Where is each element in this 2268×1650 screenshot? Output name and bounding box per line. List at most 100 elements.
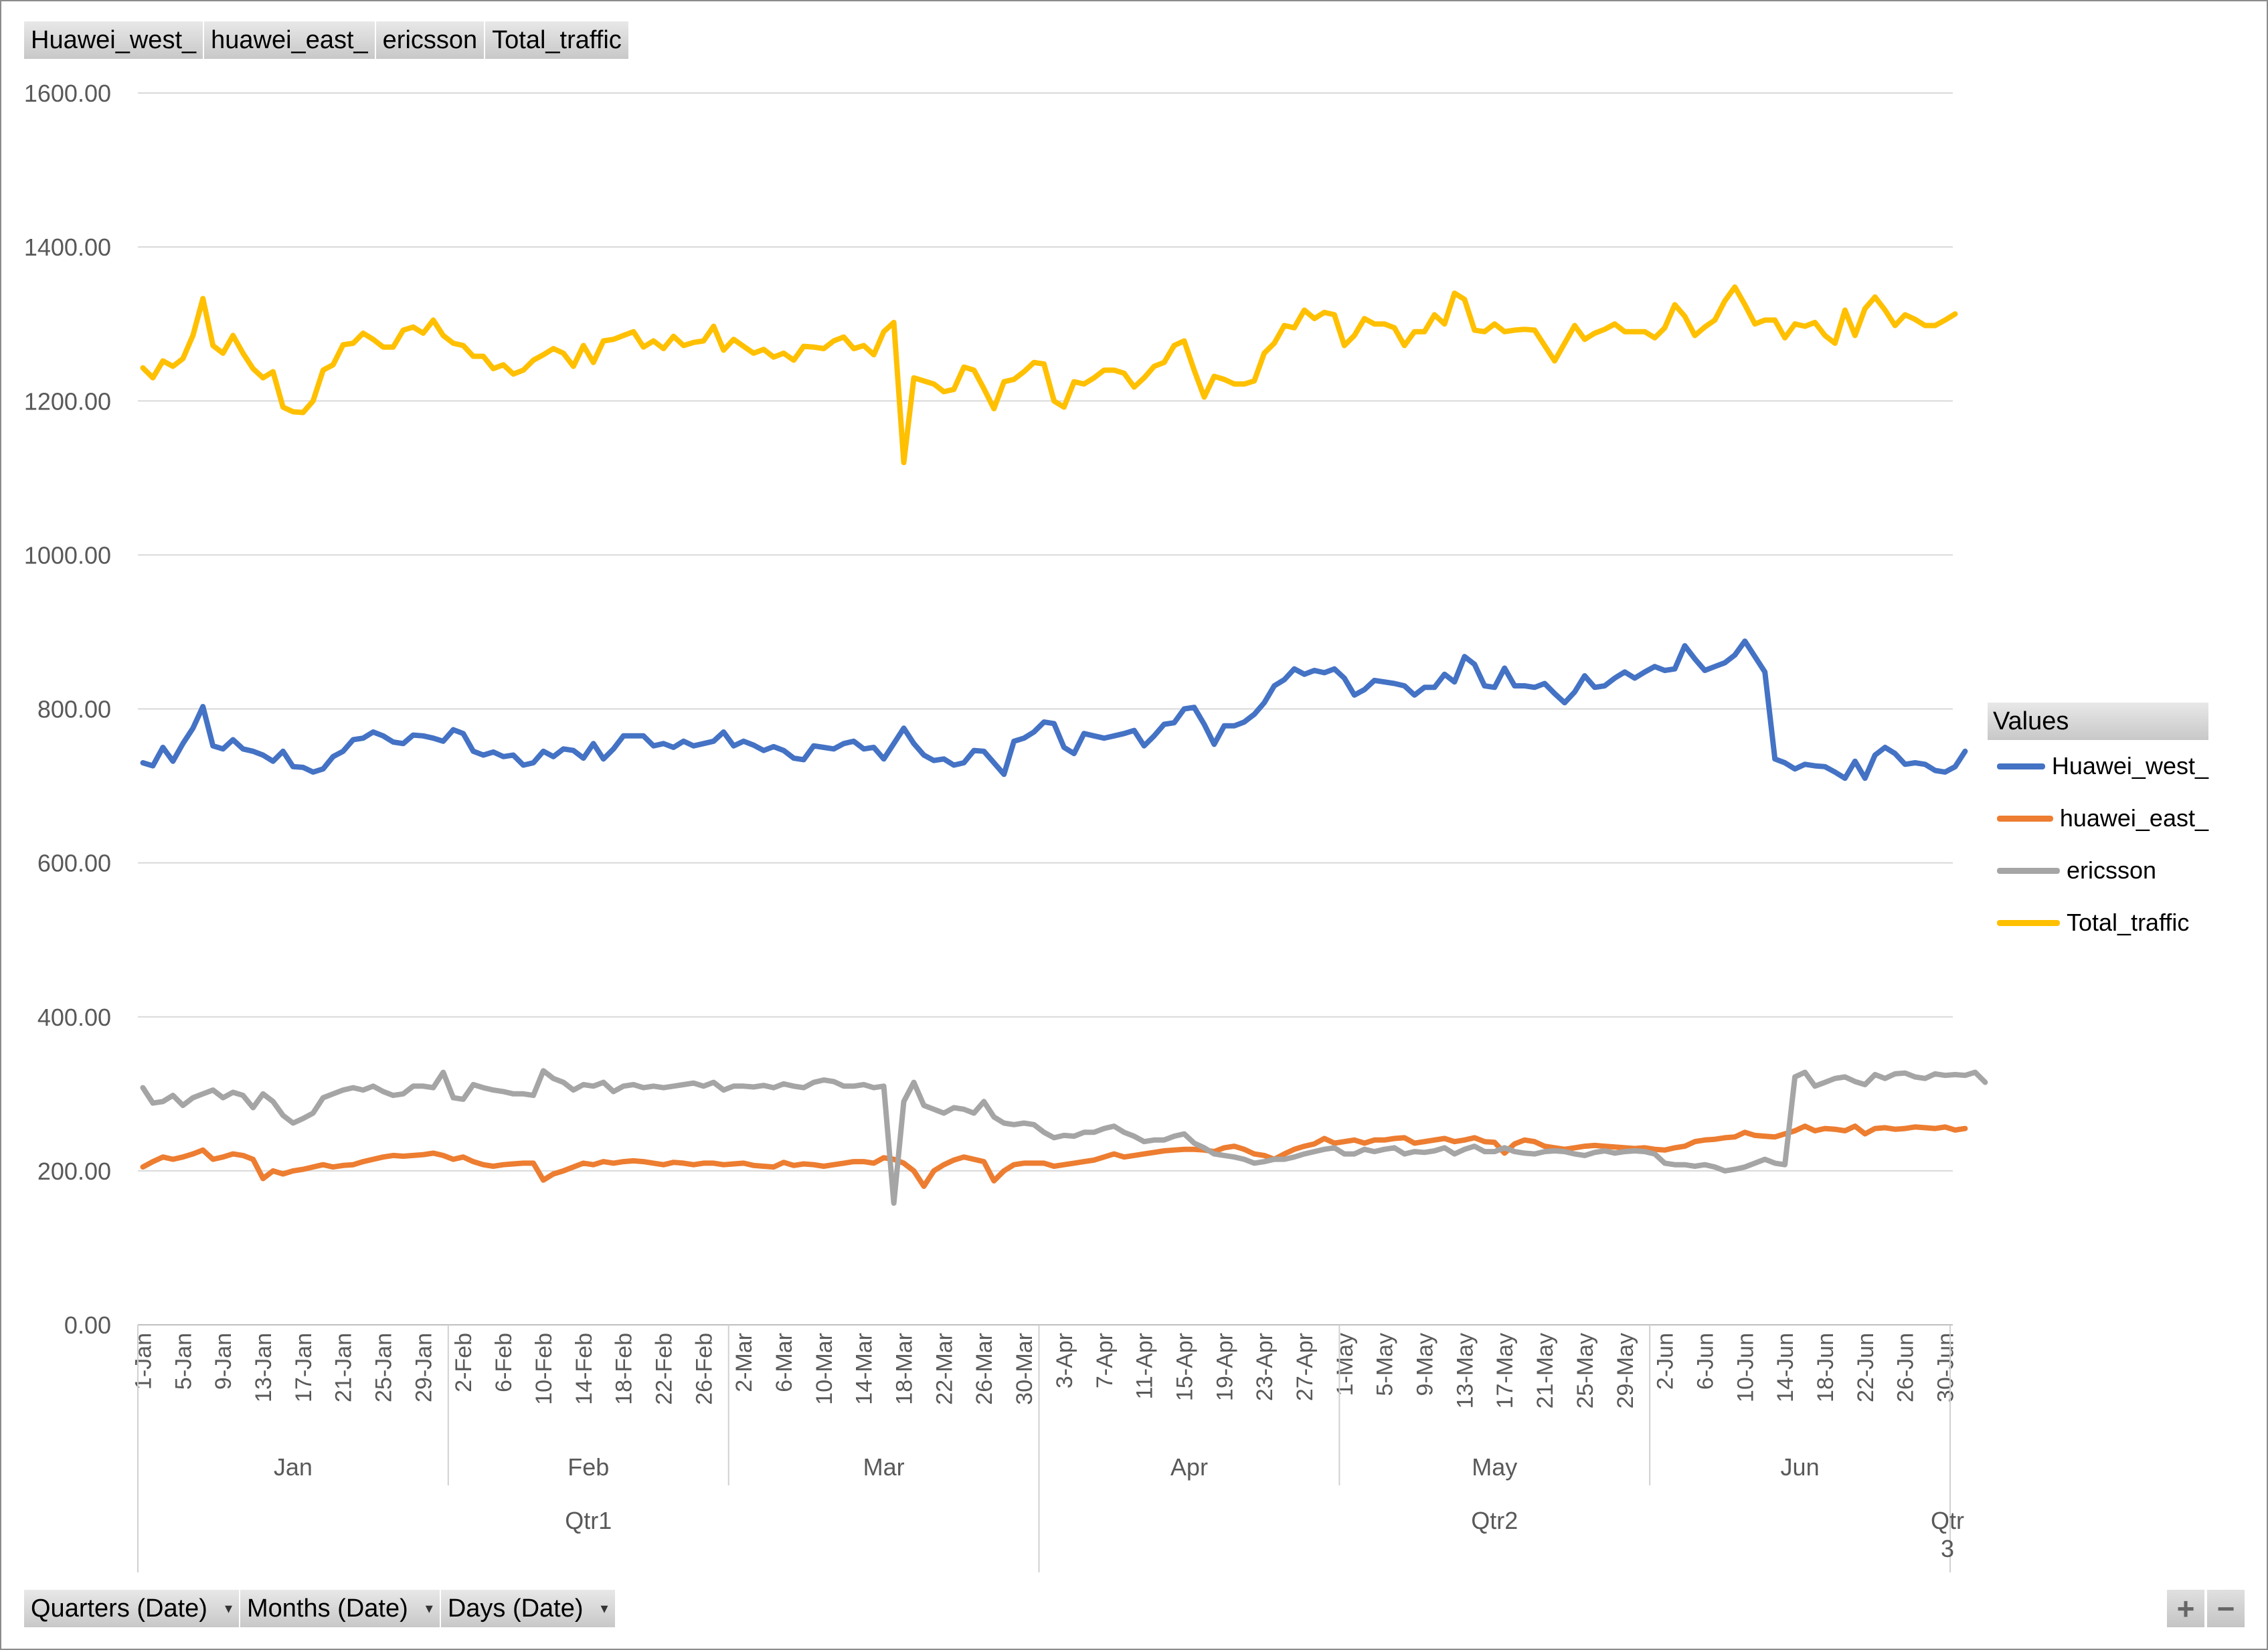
day-tick-label: 6-Mar bbox=[772, 1333, 797, 1392]
day-tick-label: 19-Apr bbox=[1212, 1333, 1237, 1401]
series-lines bbox=[140, 284, 1988, 1206]
months-field-button[interactable]: Months (Date) ▾ bbox=[240, 1590, 441, 1627]
axis-field-bar: Quarters (Date) ▾ Months (Date) ▾ Days (… bbox=[24, 1590, 616, 1627]
field-button-huawei-west[interactable]: Huawei_west_ bbox=[24, 21, 205, 59]
legend-swatch bbox=[1997, 919, 2060, 926]
field-button-huawei-east[interactable]: huawei_east_ bbox=[204, 21, 376, 59]
legend-label: huawei_east_ bbox=[2059, 804, 2208, 832]
chevron-down-icon[interactable]: ▾ bbox=[600, 1600, 608, 1617]
day-tick-label: 21-May bbox=[1533, 1333, 1558, 1408]
months-field-label: Months (Date) bbox=[247, 1594, 408, 1623]
legend-item: ericsson bbox=[1988, 844, 2208, 897]
day-tick-label: 10-Jun bbox=[1733, 1333, 1758, 1402]
legend-item: Huawei_west_ bbox=[1988, 740, 2208, 792]
day-tick-label: 22-Jun bbox=[1853, 1333, 1879, 1402]
day-tick-label: 10-Feb bbox=[531, 1333, 557, 1405]
day-tick-label: 23-Apr bbox=[1252, 1333, 1278, 1401]
y-tick-label: 800.00 bbox=[37, 696, 111, 723]
day-tick-label: 1-Jan bbox=[130, 1333, 156, 1390]
day-tick-label: 7-Apr bbox=[1092, 1333, 1118, 1388]
day-tick-label: 27-Apr bbox=[1292, 1333, 1318, 1401]
day-tick-label: 30-Jun bbox=[1933, 1333, 1959, 1402]
legend-label: Huawei_west_ bbox=[2051, 752, 2208, 780]
legend-swatch bbox=[1997, 815, 2053, 822]
day-tick-label: 18-Feb bbox=[612, 1333, 637, 1405]
days-field-button[interactable]: Days (Date) ▾ bbox=[440, 1590, 616, 1627]
series-line-total-traffic bbox=[140, 284, 1958, 466]
y-tick-label: 400.00 bbox=[37, 1004, 111, 1031]
day-tick-label: 9-Jan bbox=[211, 1333, 236, 1390]
month-label: Jun bbox=[1781, 1453, 1820, 1481]
month-label: Mar bbox=[863, 1453, 905, 1481]
day-tick-label: 30-Mar bbox=[1012, 1333, 1037, 1405]
quarter-label: Qtr2 bbox=[1471, 1507, 1518, 1534]
month-label: Feb bbox=[568, 1453, 609, 1481]
day-tick-label: 6-Feb bbox=[491, 1333, 517, 1392]
chevron-down-icon[interactable]: ▾ bbox=[224, 1600, 233, 1617]
day-tick-label: 15-Apr bbox=[1172, 1333, 1197, 1401]
month-label: Jan bbox=[274, 1453, 313, 1481]
day-tick-label: 26-Feb bbox=[691, 1333, 717, 1405]
legend: Values Huawei_west_ huawei_east_ ericsson T… bbox=[1988, 703, 2208, 949]
day-tick-label: 21-Jan bbox=[331, 1333, 357, 1402]
day-tick-label: 10-Mar bbox=[812, 1333, 837, 1405]
day-tick-label: 2-Feb bbox=[451, 1333, 476, 1392]
series-line-ericsson bbox=[140, 1068, 1988, 1206]
day-tick-label: 17-May bbox=[1492, 1333, 1518, 1408]
days-field-label: Days (Date) bbox=[447, 1594, 584, 1623]
day-tick-label: 18-Jun bbox=[1813, 1333, 1838, 1402]
x-axis: 1-Jan 5-Jan 9-Jan 13-Jan 17-Jan 21-Jan 25-Jan 2… bbox=[130, 1324, 1964, 1572]
day-tick-label: 6-Jun bbox=[1692, 1333, 1718, 1390]
y-axis-tick-labels: 0.00 200.00 400.00 600.00 800.00 1000.00 1200.… bbox=[24, 80, 111, 1339]
legend-item: Total_traffic bbox=[1988, 897, 2208, 949]
legend-label: ericsson bbox=[2067, 856, 2157, 884]
day-tick-label: 18-Mar bbox=[892, 1333, 918, 1405]
legend-item: huawei_east_ bbox=[1988, 792, 2208, 844]
day-tick-label: 2-Mar bbox=[731, 1333, 757, 1392]
y-tick-label: 1200.00 bbox=[24, 387, 111, 415]
day-tick-label: 25-May bbox=[1573, 1333, 1598, 1408]
day-tick-label: 5-Jan bbox=[171, 1333, 196, 1390]
collapse-button[interactable]: − bbox=[2207, 1590, 2245, 1627]
day-tick-label: 26-Mar bbox=[972, 1333, 997, 1405]
legend-label: Total_traffic bbox=[2067, 909, 2190, 936]
field-button-total-traffic[interactable]: Total_traffic bbox=[485, 21, 630, 59]
day-tick-label: 14-Mar bbox=[852, 1333, 877, 1405]
quarters-field-button[interactable]: Quarters (Date) ▾ bbox=[24, 1590, 241, 1627]
day-tick-label: 26-Jun bbox=[1893, 1333, 1919, 1402]
legend-title[interactable]: Values bbox=[1988, 703, 2208, 740]
y-tick-label: 1400.00 bbox=[24, 234, 111, 261]
values-field-bar: Huawei_west_ huawei_east_ ericsson Total… bbox=[24, 21, 630, 59]
expand-button[interactable]: + bbox=[2167, 1590, 2204, 1627]
day-tick-label: 25-Jan bbox=[371, 1333, 397, 1402]
y-tick-label: 200.00 bbox=[37, 1158, 111, 1185]
day-tick-label: 14-Feb bbox=[572, 1333, 597, 1405]
month-label: Apr bbox=[1170, 1453, 1208, 1481]
gridlines bbox=[138, 92, 1953, 1172]
y-tick-label: 600.00 bbox=[37, 850, 111, 877]
day-tick-label: 13-Jan bbox=[251, 1333, 276, 1402]
day-tick-label: 22-Feb bbox=[651, 1333, 677, 1405]
series-line-huawei-west bbox=[140, 638, 1968, 782]
day-tick-label: 11-Apr bbox=[1132, 1333, 1158, 1400]
day-tick-label: 3-Apr bbox=[1052, 1333, 1077, 1388]
chevron-down-icon[interactable]: ▾ bbox=[425, 1600, 433, 1617]
legend-swatch bbox=[1997, 763, 2045, 769]
day-tick-label: 22-Mar bbox=[932, 1333, 957, 1405]
quarter-label: Qtr1 bbox=[565, 1507, 612, 1534]
day-tick-label: 29-May bbox=[1613, 1333, 1638, 1408]
y-tick-label: 1600.00 bbox=[24, 80, 111, 107]
day-tick-label: 9-May bbox=[1413, 1333, 1438, 1396]
quarters-field-label: Quarters (Date) bbox=[31, 1594, 207, 1623]
quarter-label: Qtr 3 bbox=[1931, 1507, 1964, 1562]
day-tick-label: 17-Jan bbox=[291, 1333, 317, 1402]
legend-swatch bbox=[1997, 867, 2060, 874]
day-tick-label: 1-May bbox=[1332, 1333, 1358, 1396]
day-tick-label: 14-Jun bbox=[1773, 1333, 1798, 1402]
y-tick-label: 1000.00 bbox=[24, 541, 111, 569]
series-line-huawei-east bbox=[140, 1123, 1968, 1189]
field-button-ericsson[interactable]: ericsson bbox=[375, 21, 486, 59]
day-tick-label: 29-Jan bbox=[411, 1333, 436, 1402]
